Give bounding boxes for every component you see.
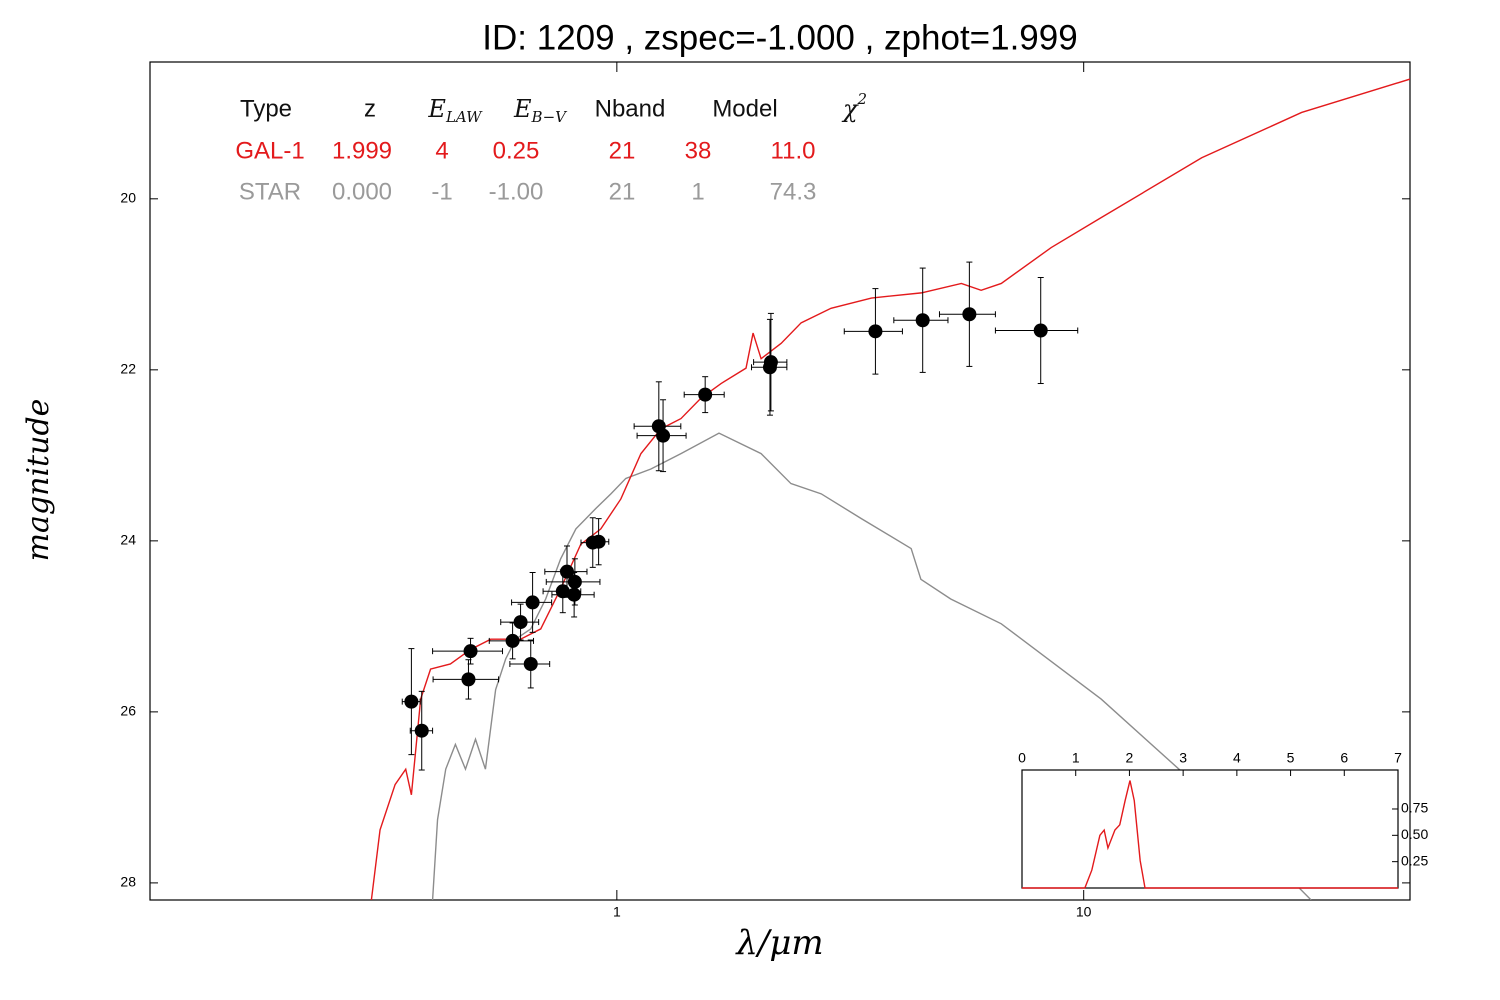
data-point: [559, 564, 574, 579]
table-header: EB−V: [513, 95, 568, 127]
y-tick-label: 24: [120, 532, 136, 548]
data-point: [461, 672, 476, 687]
model-line: [431, 432, 1312, 900]
y-tick-label: 28: [120, 874, 136, 890]
header-base: E: [427, 95, 446, 123]
table-cell: 1: [691, 178, 704, 205]
data-point: [414, 723, 429, 738]
data-point: [404, 694, 419, 709]
inset-y-tick-label: 0.50: [1401, 826, 1428, 842]
table-cell: 1.999: [332, 137, 392, 164]
inset-x-tick-label: 0: [1018, 750, 1026, 766]
data-point: [762, 360, 777, 375]
data-point: [505, 633, 520, 648]
data-point: [656, 428, 671, 443]
table-cell: -1: [431, 178, 452, 205]
chart-title: ID: 1209 , zspec=-1.000 , zphot=1.999: [482, 18, 1077, 57]
data-point: [698, 387, 713, 402]
x-axis-label: λ/μm: [734, 923, 823, 963]
table-cell: 11.0: [771, 137, 816, 164]
inset-x-tick-label: 6: [1340, 750, 1348, 766]
table-header: z: [364, 95, 376, 122]
data-point: [591, 534, 606, 549]
table-cell: 0.25: [493, 137, 540, 164]
plot-frame: [149, 61, 1411, 901]
table-header: χ2: [841, 90, 867, 123]
table-cell: 21: [609, 178, 636, 205]
inset-frame: [1021, 769, 1399, 889]
table-cell: STAR: [239, 178, 301, 205]
y-tick-label: 26: [120, 703, 136, 719]
y-axis-label: magnitude: [21, 399, 56, 562]
table-cell: 21: [609, 137, 636, 164]
model-line: [1022, 780, 1398, 889]
data-point: [868, 324, 883, 339]
table-header: Type: [240, 95, 292, 122]
data-point: [567, 587, 582, 602]
data-point: [567, 574, 582, 589]
y-tick-label: 22: [120, 361, 136, 377]
inset-y-tick-label: 0.75: [1401, 800, 1428, 816]
model-line: [370, 78, 1410, 900]
model-lines: [370, 78, 1410, 900]
inset-x-tick-label: 7: [1394, 750, 1402, 766]
header-base: E: [513, 95, 532, 123]
header-sup: 2: [857, 90, 868, 108]
table-cell: 4: [435, 137, 448, 164]
inset-x-tick-label: 5: [1287, 750, 1295, 766]
table-cell: 38: [685, 137, 712, 164]
table-header: Nband: [595, 95, 666, 122]
data-point: [523, 656, 538, 671]
header-sub: LAW: [445, 108, 483, 126]
data-point: [915, 313, 930, 328]
data-point: [962, 307, 977, 322]
inset-y-tick-label: 0.25: [1401, 852, 1428, 868]
y-tick-label: 20: [120, 190, 136, 206]
data-point: [513, 615, 528, 630]
table-cell: 0.000: [332, 178, 392, 205]
header-base: χ: [841, 95, 859, 123]
data-point: [463, 644, 478, 659]
inset-x-tick-label: 4: [1233, 750, 1241, 766]
x-tick-label: 1: [613, 904, 621, 920]
x-tick-label: 10: [1076, 904, 1092, 920]
table-header: ELAW: [427, 95, 483, 127]
data-point: [1033, 323, 1048, 338]
inset-x-tick-label: 1: [1072, 750, 1080, 766]
table-header: Model: [712, 95, 777, 122]
inset-x-tick-label: 3: [1179, 750, 1187, 766]
table-cell: -1.00: [489, 178, 544, 205]
inset-x-tick-label: 2: [1126, 750, 1134, 766]
data-point: [525, 595, 540, 610]
table-cell: GAL-1: [235, 137, 304, 164]
table-cell: 74.3: [770, 178, 817, 205]
header-sub: B−V: [531, 108, 569, 126]
